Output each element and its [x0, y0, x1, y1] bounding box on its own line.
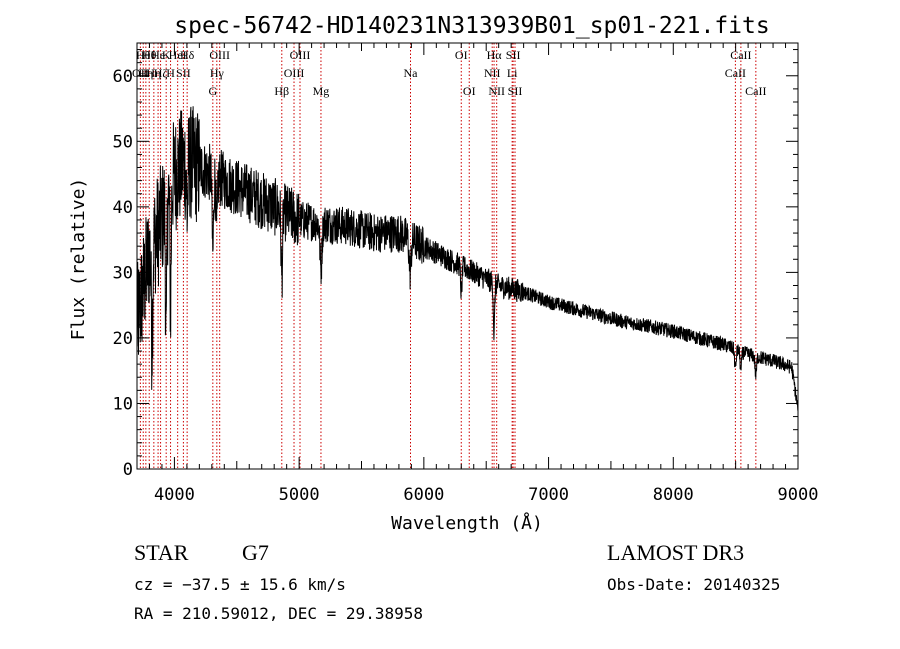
x-axis-label: Wavelength (Å): [391, 512, 543, 534]
line-marker-label: NII: [488, 84, 505, 98]
y-tick-label: 40: [113, 198, 133, 218]
line-marker-label: Hη: [138, 66, 153, 80]
y-tick-label: 10: [113, 394, 133, 414]
line-marker-label: Mg: [313, 84, 330, 98]
line-marker-label: OIII: [284, 66, 305, 80]
line-marker-label: G: [208, 84, 217, 98]
line-marker-label: He: [151, 48, 165, 62]
line-markers: [139, 43, 757, 469]
line-marker-label: CaII: [730, 48, 751, 62]
line-marker-label: OIII: [209, 48, 230, 62]
line-marker-label: Hη: [146, 66, 161, 80]
line-marker-label: Hθ: [142, 48, 157, 62]
line-marker-label: HeI: [169, 48, 187, 62]
x-tick-label: 6000: [403, 485, 444, 505]
y-tick-label: 20: [113, 329, 133, 349]
line-marker-labels: OII Hθ Hη Hθ Hη He Hζ KH HeI SII Hδ G Hγ OIII Hβ OIII OI…: [132, 48, 766, 98]
line-marker-label: SII: [176, 66, 191, 80]
line-marker-label: Hα: [487, 48, 503, 62]
line-marker-label: SII: [506, 48, 521, 62]
line-marker-label: CaII: [745, 84, 766, 98]
line-marker-label: CaII: [725, 66, 746, 80]
line-marker-label: NII: [484, 66, 501, 80]
survey-name: LAMOST DR3: [607, 540, 744, 565]
line-marker-label: H: [166, 66, 175, 80]
line-marker-label: OIII: [290, 48, 311, 62]
object-subclass: G7: [242, 540, 269, 565]
y-tick-label: 0: [123, 460, 133, 480]
line-marker-label: Hγ: [210, 66, 225, 80]
line-marker-label: Hθ: [136, 48, 151, 62]
plot-frame: [136, 42, 799, 470]
object-class: STAR: [134, 540, 189, 565]
line-marker-label: Hδ: [180, 48, 195, 62]
line-marker-label: OI: [463, 84, 476, 98]
x-tick-label: 5000: [279, 485, 320, 505]
line-marker-label: OI: [455, 48, 468, 62]
line-marker-label: K: [162, 48, 171, 62]
y-tick-label: 60: [113, 67, 133, 87]
x-tick-label: 4000: [154, 485, 195, 505]
coordinates: RA = 210.59012, DEC = 29.38958: [134, 604, 423, 623]
redshift-velocity: cz = −37.5 ± 15.6 km/s: [134, 575, 346, 594]
line-marker-label: Na: [404, 66, 419, 80]
y-axis-label: Flux (relative): [68, 178, 89, 341]
chart-title: spec-56742-HD140231N313939B01_sp01-221.f…: [174, 13, 769, 39]
x-tick-label: 7000: [528, 485, 569, 505]
y-axis-ticks: 0 10 20 30 40 50 60: [113, 49, 798, 480]
y-tick-label: 30: [113, 263, 133, 283]
line-marker-label: Li: [507, 66, 518, 80]
line-marker-label: OII: [132, 66, 149, 80]
line-marker-label: SII: [508, 84, 523, 98]
observation-date: Obs-Date: 20140325: [607, 575, 780, 594]
line-marker-label: Hβ: [274, 84, 289, 98]
x-axis-ticks: 4000 5000 6000 7000 8000 9000: [148, 43, 819, 505]
spectrum-line: [137, 106, 798, 411]
x-tick-label: 8000: [653, 485, 694, 505]
y-tick-label: 50: [113, 132, 133, 152]
line-marker-label: Hζ: [154, 66, 168, 80]
x-tick-label: 9000: [778, 485, 819, 505]
